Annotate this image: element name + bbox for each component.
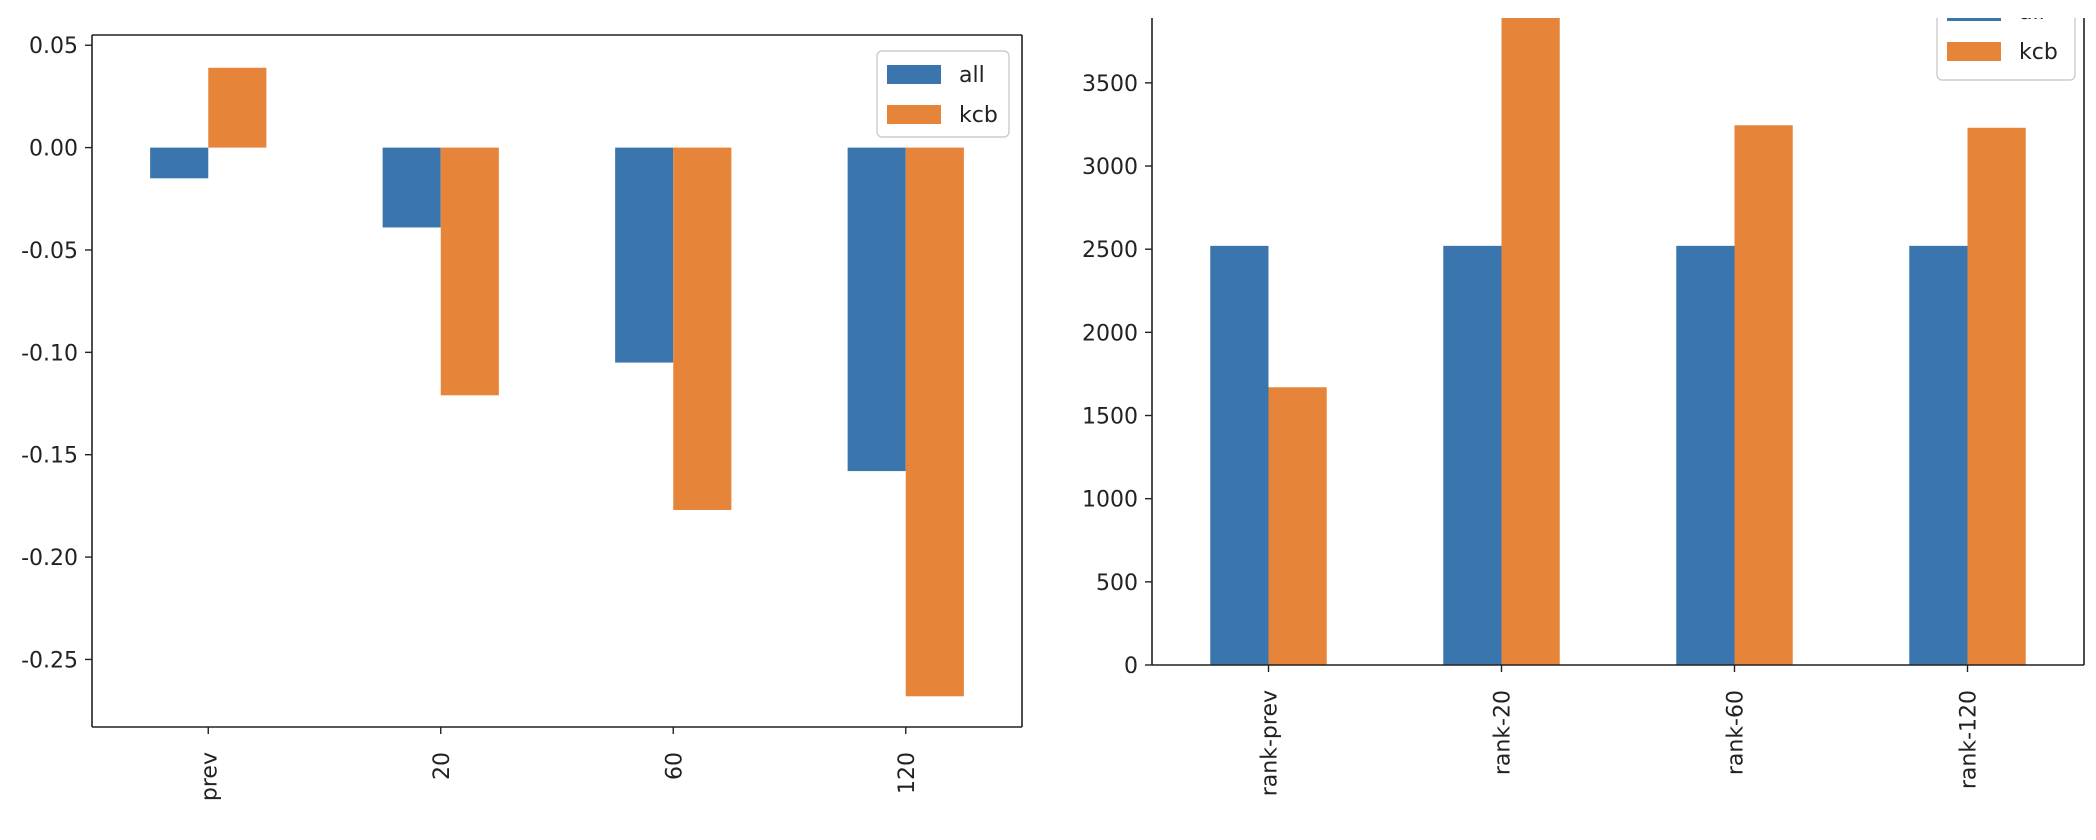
y-tick-label: 0.05 [29, 34, 78, 59]
legend: all kcb [876, 50, 1010, 138]
bars [1210, 18, 2026, 665]
legend-swatch-kcb [1947, 42, 2001, 61]
y-tick-label: -0.25 [21, 648, 78, 673]
bar-all-60 [615, 147, 674, 363]
bar-all-120 [847, 147, 906, 472]
x-tick-label: prev [197, 752, 222, 801]
y-tick-label: -0.15 [21, 444, 78, 469]
bar-all-20 [382, 147, 441, 228]
legend-label-kcb: kcb [959, 103, 998, 128]
bar-all-rank-120 [1909, 245, 1968, 665]
legend-label-all: all [959, 63, 985, 88]
x-tick-label: 60 [662, 752, 687, 780]
bars [150, 67, 964, 697]
bar-kcb-prev [208, 67, 267, 148]
y-tick-label: 2500 [1082, 238, 1138, 263]
x-tick-label: 20 [430, 752, 455, 780]
legend-swatch-kcb [887, 105, 941, 124]
legend-box [1936, 18, 2076, 81]
y-tick-label: 1000 [1082, 488, 1138, 513]
axes-frame [91, 34, 1023, 728]
x-tick-label: rank-20 [1491, 690, 1516, 775]
y-tick-label: 2000 [1082, 321, 1138, 346]
y-tick-label: 1500 [1082, 405, 1138, 430]
bar-all-rank-60 [1676, 245, 1735, 665]
legend-swatch-all [1947, 18, 2001, 21]
x-tick-label: rank-120 [1957, 690, 1982, 789]
bar-kcb-60 [673, 147, 732, 510]
bar-kcb-rank-prev [1268, 387, 1327, 665]
bar-all-prev [150, 147, 209, 179]
y-tick-label: 500 [1096, 571, 1138, 596]
y-tick-label: 3000 [1082, 155, 1138, 180]
y-tick-label: 3500 [1082, 72, 1138, 97]
bar-kcb-rank-60 [1734, 125, 1793, 665]
bar-kcb-rank-20 [1501, 18, 1560, 665]
legend-label-all: all [2019, 0, 2045, 25]
axes-frame [1151, 18, 2085, 666]
bar-kcb-120 [905, 147, 964, 697]
chart-right: 0 500 1000 1500 2000 2500 3000 3500 rank-prev ran… [1082, 0, 2085, 796]
bar-kcb-rank-120 [1967, 127, 2026, 665]
y-tick-label: 0.00 [29, 137, 78, 162]
legend-swatch-all [887, 65, 941, 84]
y-tick-label: 0 [1124, 654, 1138, 679]
x-tick-label: rank-60 [1724, 690, 1749, 775]
y-tick-label: -0.20 [21, 546, 78, 571]
legend: all kcb [1936, 0, 2076, 81]
bar-all-rank-prev [1210, 245, 1269, 665]
x-tick-label: rank-prev [1258, 690, 1283, 796]
bar-all-rank-20 [1443, 245, 1502, 665]
chart-left: 0.05 0.00 -0.05 -0.10 -0.15 -0.20 -0.25 prev 20 6… [21, 34, 1023, 801]
y-tick-label: -0.10 [21, 341, 78, 366]
y-tick-label: -0.05 [21, 239, 78, 264]
x-tick-label: 120 [895, 752, 920, 794]
bar-kcb-20 [440, 147, 499, 396]
legend-label-kcb: kcb [2019, 40, 2058, 65]
